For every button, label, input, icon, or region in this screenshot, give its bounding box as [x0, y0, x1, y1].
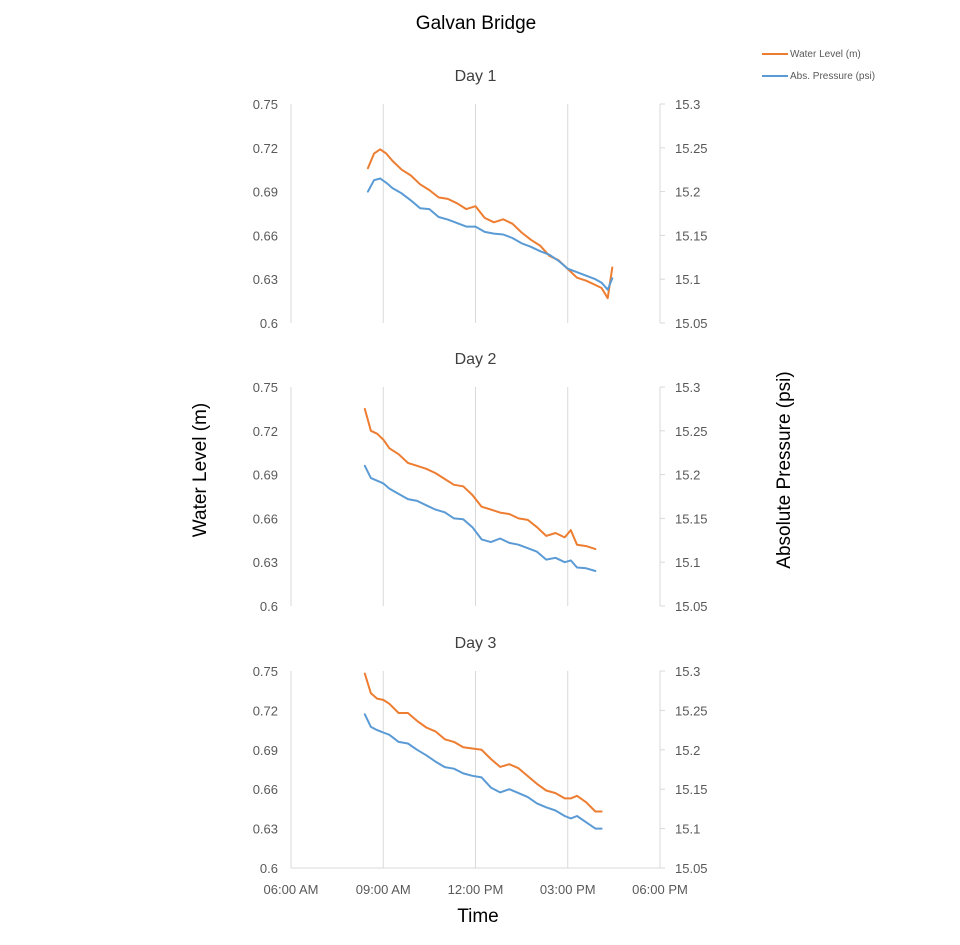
y-tick-label: 0.69 — [253, 185, 278, 200]
y-tick-label: 0.72 — [253, 703, 278, 718]
y-tick-label: 0.66 — [253, 782, 278, 797]
y-tick-label: 0.66 — [253, 511, 278, 526]
y2-tick-label: 15.2 — [675, 468, 700, 483]
series-line-abs-pressure — [363, 713, 603, 830]
series-line-abs-pressure — [363, 464, 597, 572]
y2-axis-title: Absolute Pressure (psi) — [774, 371, 795, 568]
panel-title: Day 1 — [455, 68, 497, 85]
panel-title: Day 3 — [455, 635, 497, 652]
panel-day-3: Day 3 0.75 0.72 0.69 0.66 0.63 0.6 15.3 15.25 15.… — [253, 635, 708, 897]
series-line-water-level — [363, 672, 603, 813]
y2-tick-label: 15.3 — [675, 97, 700, 112]
legend: Water Level (m) Abs. Pressure (psi) — [762, 49, 875, 82]
y-tick-label: 0.63 — [253, 272, 278, 287]
y2-tick-label: 15.05 — [675, 599, 708, 614]
y2-tick-label: 15.1 — [675, 555, 700, 570]
y-tick-label: 0.75 — [253, 664, 278, 679]
x-tick-label: 03:00 PM — [540, 882, 596, 897]
chart-title: Galvan Bridge — [416, 13, 536, 34]
y-tick-label: 0.72 — [253, 141, 278, 156]
x-tick-label: 12:00 PM — [448, 882, 504, 897]
y-tick-label: 0.72 — [253, 424, 278, 439]
y2-tick-label: 15.25 — [675, 703, 708, 718]
series-line-water-level — [363, 407, 597, 551]
y-tick-label: 0.6 — [260, 316, 278, 331]
y-tick-label: 0.63 — [253, 822, 278, 837]
series-line-water-level — [366, 148, 614, 300]
y2-tick-label: 15.2 — [675, 743, 700, 758]
x-tick-label: 06:00 PM — [632, 882, 688, 897]
y2-tick-label: 15.05 — [675, 861, 708, 876]
y2-tick-label: 15.15 — [675, 511, 708, 526]
y-axis-title: Water Level (m) — [190, 403, 211, 537]
y2-tick-label: 15.1 — [675, 272, 700, 287]
y-tick-label: 0.69 — [253, 468, 278, 483]
y-tick-label: 0.69 — [253, 743, 278, 758]
y2-tick-label: 15.25 — [675, 424, 708, 439]
y2-tick-label: 15.2 — [675, 185, 700, 200]
panel-title: Day 2 — [455, 351, 497, 368]
legend-label-abs-pressure: Abs. Pressure (psi) — [790, 71, 875, 82]
legend-label-water-level: Water Level (m) — [790, 49, 861, 60]
y2-tick-label: 15.15 — [675, 228, 708, 243]
y-tick-label: 0.66 — [253, 228, 278, 243]
y2-tick-label: 15.15 — [675, 782, 708, 797]
y-tick-label: 0.75 — [253, 97, 278, 112]
y-tick-label: 0.63 — [253, 555, 278, 570]
x-tick-label: 06:00 AM — [264, 882, 319, 897]
panel-day-1: Day 1 0.75 0.72 0.69 0.66 0.63 0.6 15.3 15.25 15.… — [253, 68, 708, 331]
y2-tick-label: 15.3 — [675, 380, 700, 395]
y2-tick-label: 15.3 — [675, 664, 700, 679]
y2-tick-label: 15.1 — [675, 822, 700, 837]
panel-day-2: Day 2 0.75 0.72 0.69 0.66 0.63 0.6 15.3 15.25 15.… — [253, 351, 708, 614]
y2-tick-label: 15.25 — [675, 141, 708, 156]
y-tick-label: 0.75 — [253, 380, 278, 395]
series-line-abs-pressure — [366, 177, 614, 291]
x-tick-label: 09:00 AM — [356, 882, 411, 897]
y-tick-label: 0.6 — [260, 861, 278, 876]
panels: Day 1 0.75 0.72 0.69 0.66 0.63 0.6 15.3 15.25 15.… — [253, 68, 708, 897]
x-axis-title: Time — [457, 906, 499, 927]
y-tick-label: 0.6 — [260, 599, 278, 614]
y2-tick-label: 15.05 — [675, 316, 708, 331]
